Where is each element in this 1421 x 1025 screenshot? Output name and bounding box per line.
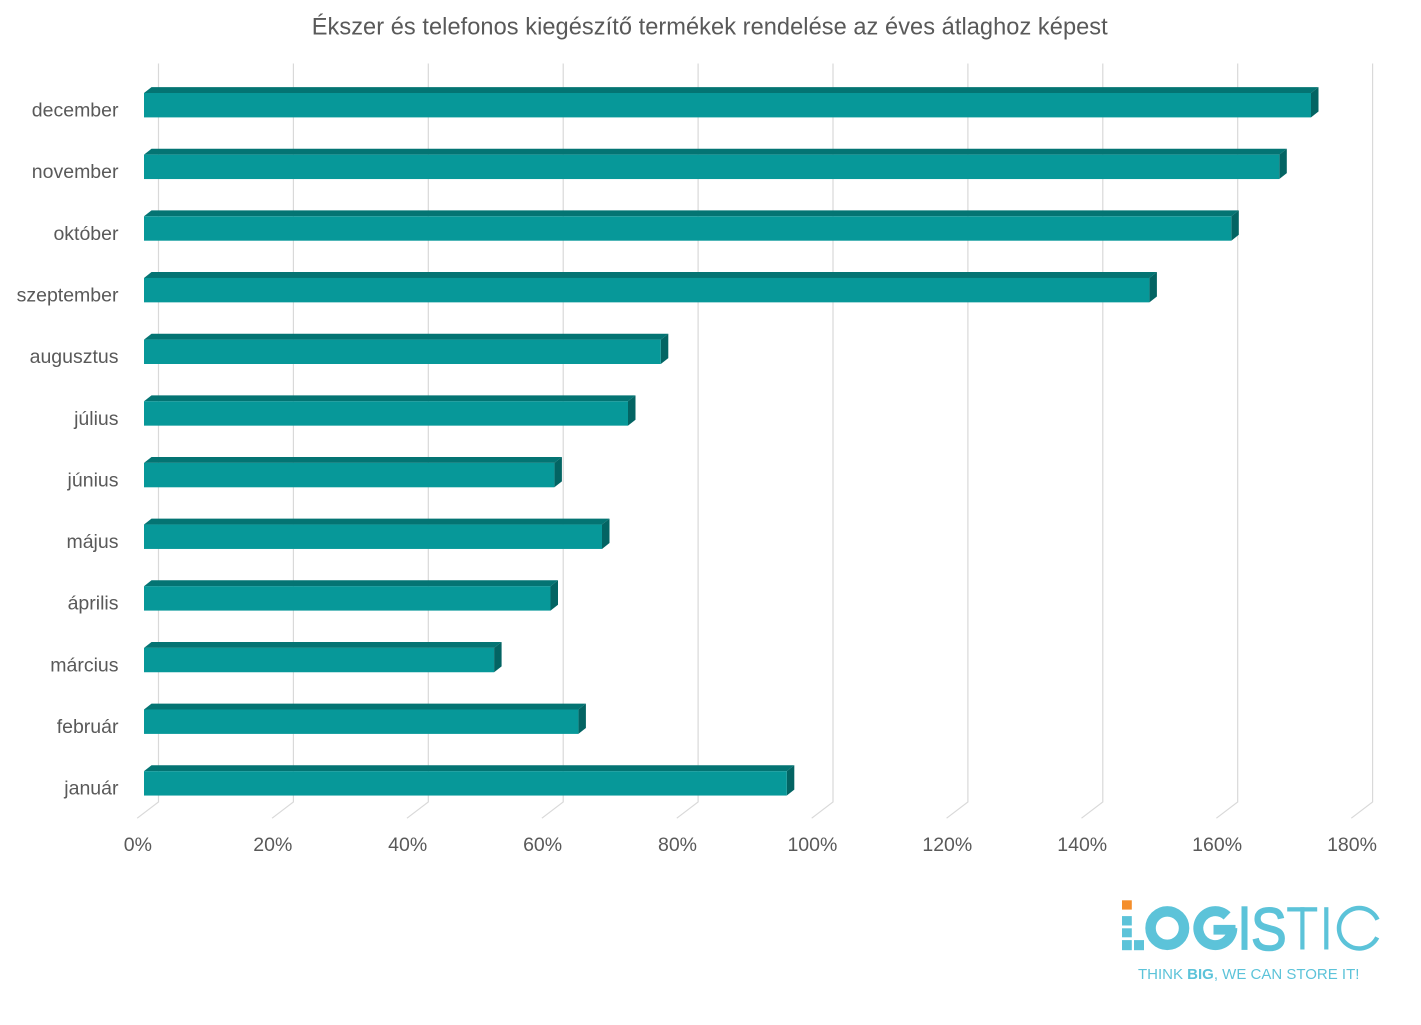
svg-text:0%: 0% <box>124 834 152 856</box>
svg-text:szeptember: szeptember <box>17 284 119 306</box>
svg-text:Ékszer és telefonos kiegészítő: Ékszer és telefonos kiegészítő termékek … <box>312 14 1108 41</box>
svg-text:THINK BIG, WE CAN STORE IT!: THINK BIG, WE CAN STORE IT! <box>1138 966 1359 983</box>
svg-text:80%: 80% <box>658 834 697 856</box>
svg-text:100%: 100% <box>787 834 837 856</box>
svg-text:október: október <box>53 223 119 245</box>
svg-text:140%: 140% <box>1057 834 1107 856</box>
svg-text:160%: 160% <box>1192 834 1242 856</box>
svg-text:S: S <box>1251 897 1287 964</box>
svg-text:20%: 20% <box>253 834 292 856</box>
svg-text:60%: 60% <box>523 834 562 856</box>
svg-text:november: november <box>32 161 119 183</box>
svg-text:június: június <box>67 469 119 491</box>
svg-text:július: július <box>73 408 119 430</box>
svg-text:február: február <box>57 716 119 738</box>
svg-text:augusztus: augusztus <box>30 346 119 368</box>
svg-text:40%: 40% <box>388 834 427 856</box>
svg-text:március: március <box>50 654 119 676</box>
svg-text:január: január <box>63 778 119 800</box>
svg-text:április: április <box>68 593 119 615</box>
svg-text:120%: 120% <box>922 834 972 856</box>
svg-text:december: december <box>32 100 119 122</box>
svg-text:május: május <box>66 531 118 553</box>
svg-text:180%: 180% <box>1327 834 1377 856</box>
